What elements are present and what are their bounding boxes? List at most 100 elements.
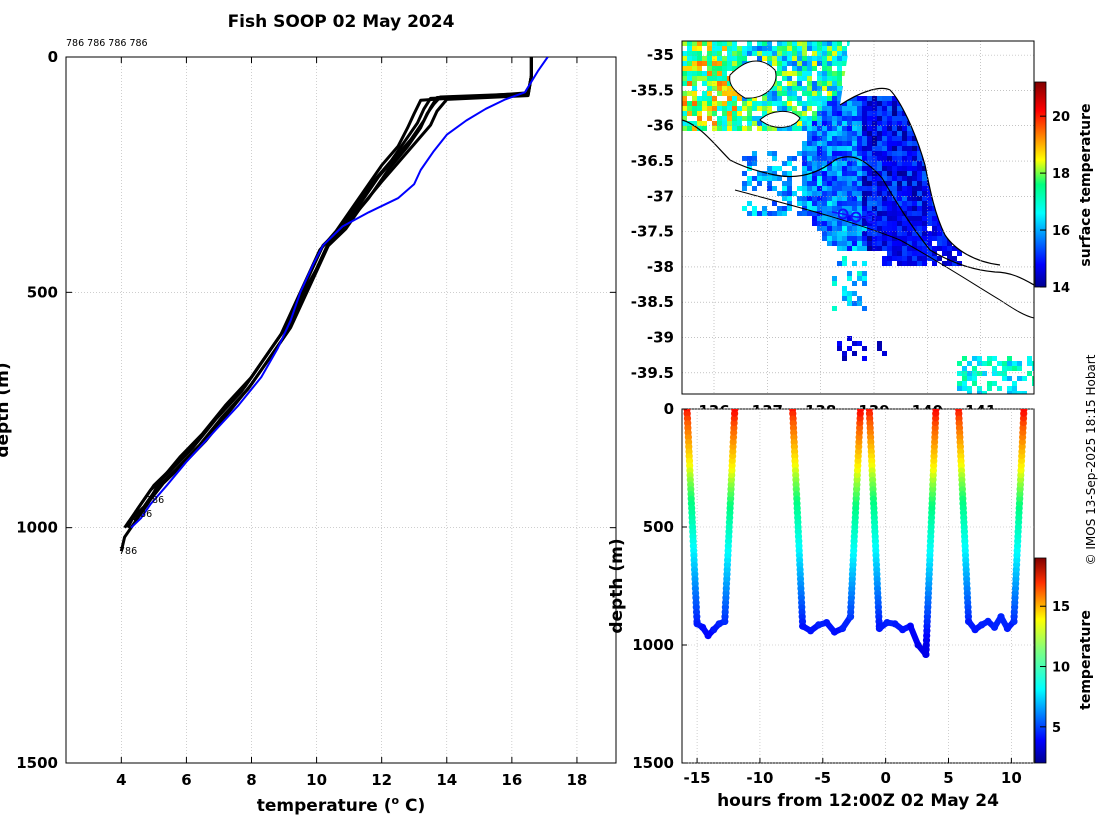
sst-cell: [772, 56, 777, 61]
sst-cell: [857, 111, 862, 116]
chart-title: Fish SOOP 02 May 2024: [228, 12, 455, 32]
sst-cell: [817, 76, 822, 81]
sst-cell: [842, 46, 847, 51]
y-tick-label: 500: [643, 518, 674, 536]
sst-cell: [882, 126, 887, 131]
sst-cell: [837, 191, 842, 196]
lat-tick-label: -39: [647, 329, 674, 347]
sst-cell: [982, 361, 987, 366]
sst-cell: [852, 206, 857, 211]
sst-cell: [1017, 376, 1022, 381]
sst-cell: [857, 296, 862, 301]
sst-cell: [882, 106, 887, 111]
sst-cell: [727, 56, 732, 61]
sst-cell: [827, 111, 832, 116]
sst-cell: [907, 261, 912, 266]
sst-cell: [857, 126, 862, 131]
sst-cell: [827, 176, 832, 181]
sst-cell: [832, 306, 837, 311]
sst-cell: [837, 56, 842, 61]
sst-cell: [802, 191, 807, 196]
sst-cell: [887, 216, 892, 221]
sst-cell: [802, 196, 807, 201]
sst-cell: [812, 101, 817, 106]
sst-cell: [882, 211, 887, 216]
sst-cell: [977, 361, 982, 366]
sst-cell: [797, 76, 802, 81]
sst-cell: [967, 361, 972, 366]
sst-cell: [777, 91, 782, 96]
sst-cell: [807, 76, 812, 81]
sst-cell: [817, 71, 822, 76]
sst-cell: [697, 106, 702, 111]
sst-cell: [872, 246, 877, 251]
sst-cell: [742, 206, 747, 211]
sst-cell: [802, 41, 807, 46]
sst-cell: [987, 356, 992, 361]
sst-cell: [792, 96, 797, 101]
sst-cell: [787, 196, 792, 201]
sst-cell: [857, 206, 862, 211]
sst-cell: [802, 151, 807, 156]
sst-cell: [782, 91, 787, 96]
sst-cell: [802, 56, 807, 61]
sst-cell: [847, 131, 852, 136]
sst-cell: [992, 371, 997, 376]
sst-cell: [792, 106, 797, 111]
sst-cell: [727, 121, 732, 126]
sst-cell: [887, 126, 892, 131]
sst-cell: [807, 106, 812, 111]
sst-cell: [892, 226, 897, 231]
sst-cell: [917, 201, 922, 206]
sst-cell: [717, 76, 722, 81]
sst-cell: [802, 181, 807, 186]
sst-cell: [817, 196, 822, 201]
sst-cell: [807, 96, 812, 101]
sst-cell: [807, 116, 812, 121]
sst-cell: [732, 61, 737, 66]
sst-cell: [997, 386, 1002, 391]
sst-cell: [822, 196, 827, 201]
sst-cell: [707, 96, 712, 101]
sst-cell: [717, 116, 722, 121]
sst-cell: [887, 221, 892, 226]
sst-cell: [872, 176, 877, 181]
sst-cell: [842, 141, 847, 146]
sst-cell: [822, 106, 827, 111]
sst-cell: [827, 66, 832, 71]
sst-cell: [842, 241, 847, 246]
sst-cell: [887, 106, 892, 111]
sst-cell: [787, 71, 792, 76]
sst-cell: [827, 206, 832, 211]
sst-cell: [812, 191, 817, 196]
sst-cell: [932, 226, 937, 231]
x-tick-label: 10: [306, 771, 327, 789]
lat-tick-label: -37.5: [631, 223, 674, 241]
sst-cell: [852, 116, 857, 121]
sst-cell: [847, 301, 852, 306]
sst-cell: [772, 61, 777, 66]
sst-cell: [917, 261, 922, 266]
sst-cell: [782, 71, 787, 76]
sst-cell: [827, 196, 832, 201]
sst-cell: [822, 236, 827, 241]
sst-cell: [902, 206, 907, 211]
sst-cell: [822, 221, 827, 226]
sst-cell: [812, 161, 817, 166]
sst-cell: [782, 206, 787, 211]
y-tick-label: 1500: [632, 754, 674, 772]
sst-cell: [897, 261, 902, 266]
sst-cell: [862, 246, 867, 251]
sst-cell: [832, 146, 837, 151]
colorbar-tick-label: 15: [1052, 600, 1070, 615]
sst-cell: [832, 91, 837, 96]
sst-cell: [912, 156, 917, 161]
sst-cell: [847, 271, 852, 276]
sst-cell: [752, 186, 757, 191]
sst-cell: [812, 151, 817, 156]
sst-cell: [822, 56, 827, 61]
sst-cell: [817, 46, 822, 51]
sst-cell: [847, 141, 852, 146]
sst-cell: [747, 156, 752, 161]
sst-cell: [862, 101, 867, 106]
